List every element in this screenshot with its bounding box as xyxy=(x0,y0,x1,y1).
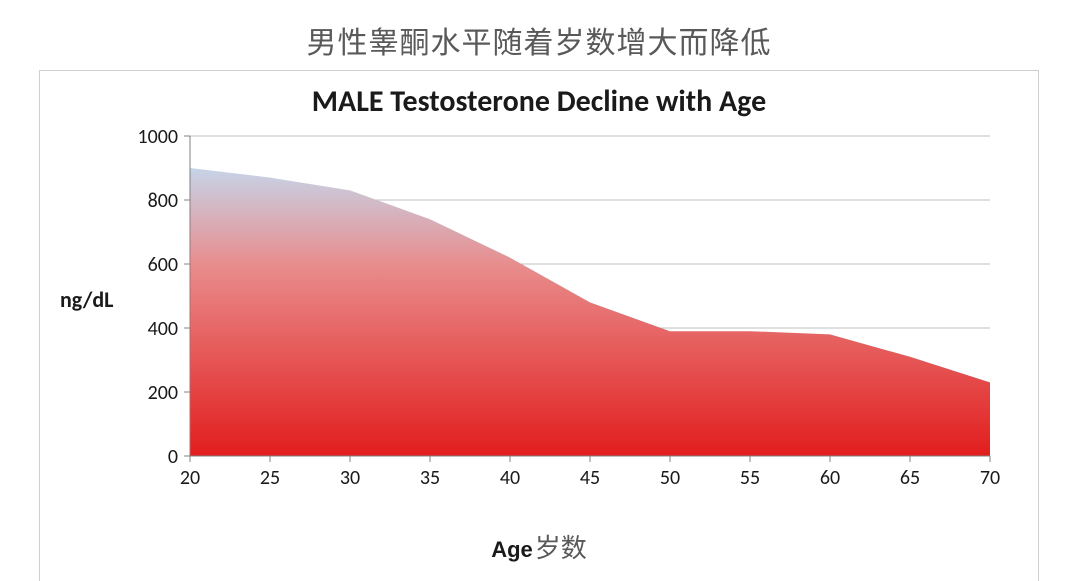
chart-card: MALE Testosterone Decline with Age ng/dL… xyxy=(39,70,1039,581)
x-tick-label: 55 xyxy=(740,466,760,490)
x-tick-label: 65 xyxy=(900,466,920,490)
x-tick-label: 35 xyxy=(420,466,440,490)
area-series xyxy=(190,168,990,456)
x-tick-label: 45 xyxy=(580,466,600,490)
x-tick-label: 70 xyxy=(980,466,1000,490)
x-tick-label: 50 xyxy=(660,466,680,490)
page-title: 男性睾酮水平随着岁数增大而降低 xyxy=(0,18,1078,62)
chart-svg: 0 200 400 600 800 1000 20 25 30 35 40 45 50 55 60 65 70 xyxy=(60,126,1020,496)
x-tick-label: 25 xyxy=(260,466,280,490)
y-tick-label: 1000 xyxy=(137,126,178,149)
y-tick-label: 400 xyxy=(148,317,178,341)
x-tick-label: 30 xyxy=(340,466,360,490)
y-tick-label: 800 xyxy=(148,189,178,213)
y-axis-label: ng/dL xyxy=(60,286,113,313)
x-tick-label: 60 xyxy=(820,466,840,490)
y-tick-label: 200 xyxy=(148,381,178,405)
x-axis-label: Age xyxy=(491,537,533,562)
x-tick-label: 20 xyxy=(180,466,200,490)
x-tick-label: 40 xyxy=(500,466,520,490)
x-axis-label-cn: 岁数 xyxy=(535,533,587,563)
y-tick-label: 600 xyxy=(148,253,178,277)
x-axis-label-row: Age岁数 xyxy=(60,528,1018,565)
y-tick-label: 0 xyxy=(168,445,178,469)
chart-area: ng/dL 0 200 400 600 800 1000 20 25 30 35 40 45 50 55 6… xyxy=(60,126,1020,526)
chart-title: MALE Testosterone Decline with Age xyxy=(60,83,1018,120)
